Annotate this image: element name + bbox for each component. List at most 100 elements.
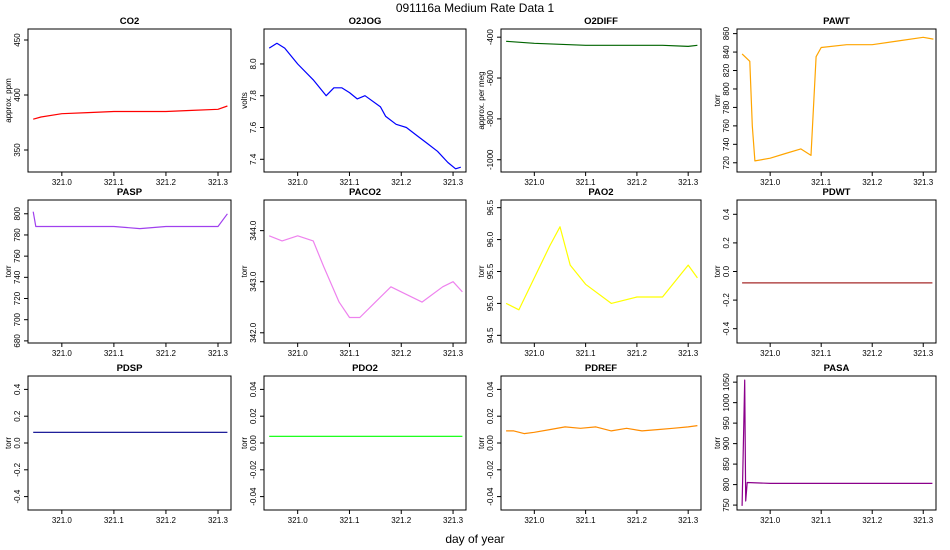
- y-axis-label: volts: [240, 92, 249, 108]
- y-tick-label: -0.2: [13, 462, 22, 476]
- x-tick-label: 321.3: [443, 349, 464, 358]
- y-tick-label: -0.04: [249, 487, 258, 506]
- y-tick-label: 96.5: [486, 199, 495, 215]
- y-tick-label: 800: [13, 207, 22, 221]
- x-tick-label: 321.3: [913, 516, 934, 525]
- y-tick-label: 720: [13, 291, 22, 305]
- y-tick-label: 780: [722, 100, 731, 114]
- y-tick-label: -600: [486, 69, 495, 86]
- panel-title: PDREF: [585, 363, 617, 374]
- y-tick-label: 850: [722, 457, 731, 471]
- series-line-paco2: [268, 235, 463, 319]
- panel-title: PAWT: [823, 16, 850, 27]
- x-tick-label: 321.1: [339, 516, 360, 525]
- x-tick-label: 321.3: [208, 516, 229, 525]
- x-tick-label: 321.1: [576, 178, 597, 187]
- y-axis-label: torr: [240, 265, 249, 277]
- y-tick-label: -0.02: [486, 460, 495, 479]
- panel-title: PDO2: [352, 363, 378, 374]
- y-axis-label: torr: [4, 437, 13, 449]
- x-tick-label: 321.0: [760, 516, 781, 525]
- x-tick-label: 321.0: [524, 178, 545, 187]
- y-tick-label: 0.04: [486, 381, 495, 397]
- y-tick-label: 96.0: [486, 231, 495, 247]
- plot-frame: [263, 199, 467, 344]
- plot-frame: [500, 375, 702, 511]
- y-tick-label: 1050: [722, 373, 731, 391]
- y-axis-label: torr: [4, 265, 13, 277]
- y-tick-label: 950: [722, 416, 731, 430]
- y-tick-label: 740: [722, 137, 731, 151]
- panel-pawt: PAWT torr 321.0 321.1 321.2 321.3 720 740 760 780…: [713, 16, 937, 187]
- y-tick-label: 342.0: [249, 322, 258, 343]
- x-tick-label: 321.3: [208, 349, 229, 358]
- figure-xlabel: day of year: [445, 532, 504, 546]
- y-axis-label: torr: [713, 94, 722, 106]
- series-line-pasp: [32, 211, 228, 230]
- y-tick-label: -0.4: [13, 489, 22, 503]
- x-tick-label: 321.2: [156, 349, 177, 358]
- panel-pdo2: PDO2 torr 321.0 321.1 321.2 321.3 -0.04 -0.02 0.…: [240, 363, 467, 525]
- series-line-pawt: [741, 36, 934, 162]
- y-axis-label: torr: [477, 265, 486, 277]
- x-tick-label: 321.1: [811, 349, 832, 358]
- y-tick-label: 900: [722, 436, 731, 450]
- y-tick-label: 95.5: [486, 263, 495, 279]
- y-tick-label: 94.5: [486, 327, 495, 343]
- y-tick-label: 0.4: [13, 383, 22, 395]
- plot-frame: [500, 199, 702, 344]
- y-tick-label: 820: [722, 63, 731, 77]
- x-tick-label: 321.0: [52, 516, 73, 525]
- plot-frame: [736, 199, 937, 344]
- x-tick-label: 321.3: [678, 516, 699, 525]
- y-tick-label: 780: [13, 228, 22, 242]
- y-tick-label: 800: [722, 82, 731, 96]
- y-tick-label: 350: [13, 143, 22, 157]
- x-tick-label: 321.1: [811, 178, 832, 187]
- x-tick-label: 321.1: [104, 349, 125, 358]
- panel-title: PDSP: [117, 363, 144, 374]
- x-tick-label: 321.2: [156, 516, 177, 525]
- panel-paco2: PACO2 torr 321.0 321.1 321.2 321.3 342.0 343.0 3…: [240, 187, 467, 358]
- panel-pao2: PAO2 torr 321.0 321.1 321.2 321.3 94.5 95.0 95.5…: [477, 187, 702, 358]
- panel-o2jog: O2JOG volts 321.0 321.1 321.2 321.3 7.4 7.6 7.8 8…: [240, 16, 467, 187]
- panels: CO2 approx. ppm 321.0 321.1 321.2 321.3 350 400…: [4, 16, 937, 525]
- series-line-pdref: [506, 425, 698, 435]
- x-tick-label: 321.1: [811, 516, 832, 525]
- x-tick-label: 321.1: [576, 349, 597, 358]
- panel-o2diff: O2DIFF approx. per meg 321.0 321.1 321.2 321.…: [477, 16, 702, 187]
- x-tick-label: 321.0: [288, 178, 309, 187]
- x-tick-label: 321.2: [627, 349, 648, 358]
- x-tick-label: 321.2: [862, 349, 883, 358]
- plot-frame: [27, 375, 232, 511]
- panel-title: PDWT: [823, 187, 851, 198]
- y-tick-label: 0.0: [13, 437, 22, 449]
- y-tick-label: 740: [13, 270, 22, 284]
- plot-frame: [500, 28, 702, 173]
- y-tick-label: 0.02: [486, 408, 495, 424]
- plot-frame: [736, 28, 937, 173]
- y-tick-label: 680: [13, 334, 22, 348]
- plot-frame: [263, 375, 467, 511]
- figure-title: 091116a Medium Rate Data 1: [396, 1, 555, 15]
- y-tick-label: 760: [722, 119, 731, 133]
- panel-title: PAO2: [588, 187, 613, 198]
- y-tick-label: 720: [722, 156, 731, 170]
- x-tick-label: 321.2: [627, 516, 648, 525]
- panel-pdsp: PDSP torr 321.0 321.1 321.2 321.3 -0.4 -0.2 0.0 0…: [4, 363, 232, 525]
- x-tick-label: 321.2: [862, 516, 883, 525]
- panel-title: PACO2: [349, 187, 381, 198]
- panel-pdref: PDREF torr 321.0 321.1 321.2 321.3 -0.04 -0.02 0…: [477, 363, 702, 525]
- y-tick-label: 800: [722, 477, 731, 491]
- series-line-pao2: [505, 226, 698, 311]
- y-tick-label: 8.0: [249, 58, 258, 70]
- y-tick-label: 343.0: [249, 271, 258, 292]
- x-tick-label: 321.2: [627, 178, 648, 187]
- y-tick-label: 344.0: [249, 220, 258, 241]
- x-tick-label: 321.3: [678, 349, 699, 358]
- y-tick-label: 0.2: [13, 410, 22, 422]
- panel-pdwt: PDWT torr 321.0 321.1 321.2 321.3 -0.4 -0.2 0.0 0…: [713, 187, 937, 358]
- y-tick-label: 450: [13, 33, 22, 47]
- plot-frame: [263, 28, 467, 173]
- x-tick-label: 321.0: [52, 349, 73, 358]
